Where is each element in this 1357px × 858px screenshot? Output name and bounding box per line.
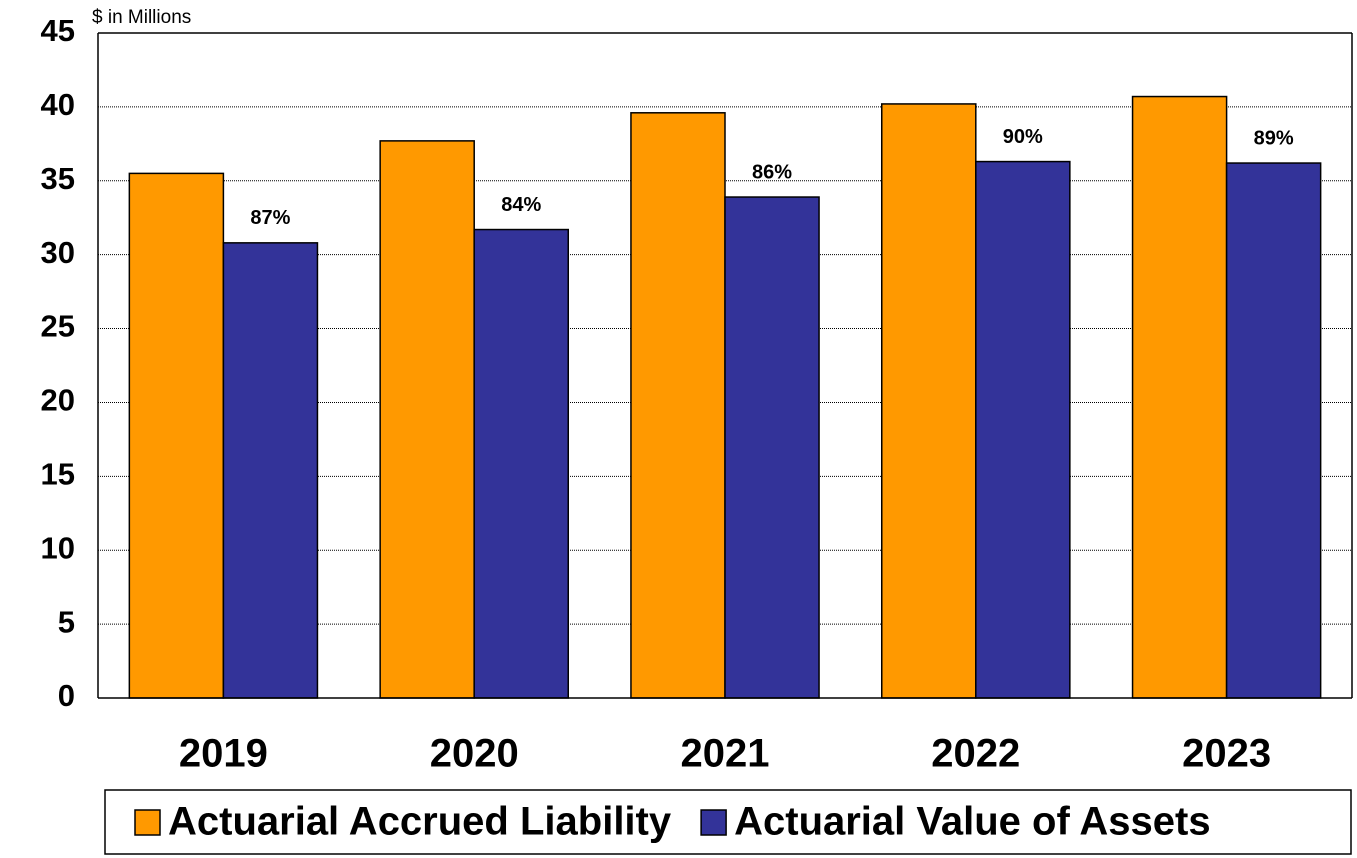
- legend-label: Actuarial Accrued Liability: [168, 800, 672, 844]
- bar: [630, 112, 726, 699]
- data-annotation: 86%: [752, 161, 792, 183]
- x-tick-label: 2022: [931, 732, 1020, 776]
- legend-swatch: [700, 809, 727, 836]
- x-tick-label: 2020: [430, 732, 519, 776]
- y-tick-label: 45: [41, 13, 75, 48]
- legend-swatch: [134, 809, 161, 836]
- bar: [724, 196, 820, 699]
- y-tick-label: 35: [41, 161, 75, 196]
- data-annotation: 87%: [250, 207, 290, 229]
- y-tick-label: 0: [58, 678, 75, 713]
- y-tick-label: 20: [41, 383, 75, 418]
- y-axis-label: $ in Millions: [92, 7, 191, 28]
- legend-label: Actuarial Value of Assets: [734, 800, 1210, 844]
- data-annotation: 89%: [1254, 127, 1294, 149]
- bar: [881, 103, 977, 699]
- data-annotation: 90%: [1003, 126, 1043, 148]
- y-tick-label: 5: [58, 604, 75, 639]
- bar: [222, 242, 319, 699]
- y-tick-label: 15: [41, 457, 75, 492]
- bar: [1225, 162, 1322, 699]
- y-tick-label: 40: [41, 87, 75, 122]
- bar: [128, 172, 225, 699]
- legend-box: [104, 789, 1352, 855]
- y-tick-label: 10: [41, 530, 75, 565]
- data-annotation: 84%: [501, 194, 541, 216]
- y-tick-label: 25: [41, 309, 75, 344]
- x-tick-label: 2019: [179, 732, 268, 776]
- bar: [379, 140, 475, 699]
- bar: [473, 228, 570, 699]
- bar: [1131, 95, 1228, 699]
- bar: [975, 160, 1071, 699]
- x-tick-label: 2023: [1182, 732, 1271, 776]
- y-tick-label: 30: [41, 235, 75, 270]
- x-tick-label: 2021: [681, 732, 770, 776]
